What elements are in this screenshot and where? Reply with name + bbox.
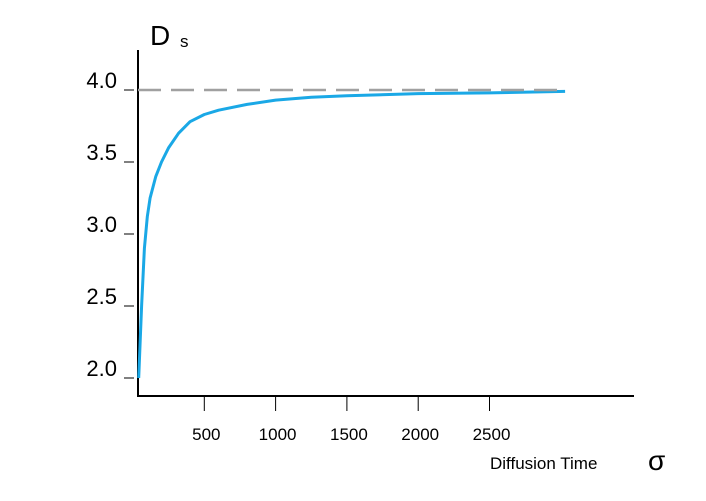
x-tick-label: 1500 [330, 425, 368, 444]
x-axis-label: Diffusion Time [490, 454, 597, 473]
y-axis-label-subscript: s [180, 32, 189, 51]
x-tick-label: 2500 [473, 425, 511, 444]
series-line [137, 89, 566, 379]
y-tick-label: 4.0 [86, 68, 117, 93]
x-axis-symbol: σ [648, 445, 665, 476]
x-tick-label: 1000 [259, 425, 297, 444]
y-tick-label: 3.5 [86, 140, 117, 165]
x-tick-label: 500 [192, 425, 220, 444]
y-tick-label: 2.0 [86, 356, 117, 381]
y-tick-label: 2.5 [86, 284, 117, 309]
x-tick-label: 2000 [401, 425, 439, 444]
y-tick-label: 3.0 [86, 212, 117, 237]
y-axis-label: D [150, 20, 170, 51]
